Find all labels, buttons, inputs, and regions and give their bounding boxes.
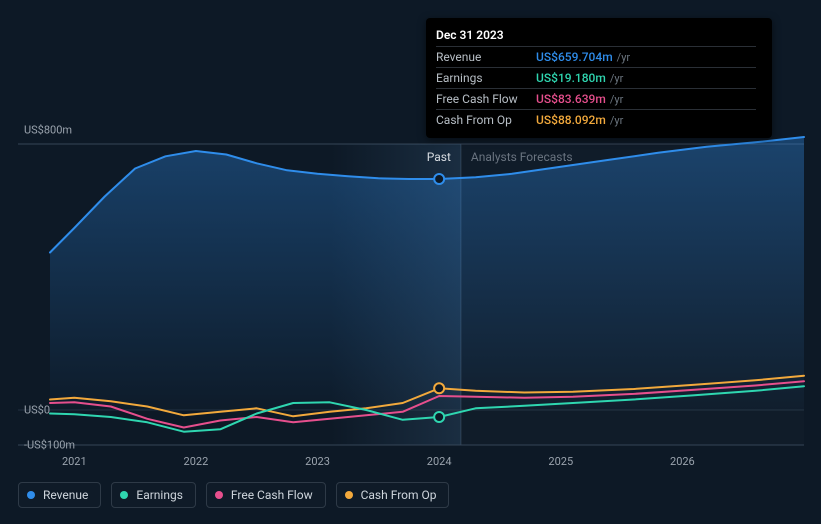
tooltip-unit: /yr [610, 114, 623, 127]
tooltip-unit: /yr [610, 93, 623, 106]
y-axis-label: -US$100m [24, 439, 75, 452]
legend-label: Free Cash Flow [231, 488, 313, 502]
tooltip-row: Free Cash FlowUS$83.639m/yr [436, 88, 756, 109]
tooltip-value: US$83.639m [536, 92, 606, 106]
y-axis-label: US$0 [24, 404, 50, 417]
tooltip-label: Earnings [436, 71, 536, 85]
label-forecast: Analysts Forecasts [471, 150, 573, 164]
tooltip-label: Cash From Op [436, 113, 536, 127]
x-axis-label: 2026 [670, 455, 695, 468]
chart-tooltip: Dec 31 2023 RevenueUS$659.704m/yrEarning… [426, 18, 772, 138]
legend-item-cash-from-op[interactable]: Cash From Op [336, 482, 450, 508]
tooltip-unit: /yr [610, 72, 623, 85]
x-axis-label: 2021 [62, 455, 87, 468]
legend-item-revenue[interactable]: Revenue [18, 482, 101, 508]
tooltip-date: Dec 31 2023 [436, 24, 756, 46]
legend-item-free-cash-flow[interactable]: Free Cash Flow [206, 482, 326, 508]
legend-dot [215, 491, 223, 499]
tooltip-row: EarningsUS$19.180m/yr [436, 67, 756, 88]
legend-label: Earnings [136, 488, 183, 502]
tooltip-row: RevenueUS$659.704m/yr [436, 46, 756, 67]
legend-dot [27, 491, 35, 499]
tooltip-label: Revenue [436, 50, 536, 64]
tooltip-unit: /yr [617, 51, 630, 64]
chart-legend: Revenue Earnings Free Cash Flow Cash From O… [18, 482, 449, 508]
x-axis-label: 2024 [427, 455, 452, 468]
x-axis-label: 2023 [305, 455, 330, 468]
tooltip-value: US$659.704m [536, 50, 613, 64]
y-axis-label: US$800m [24, 124, 72, 137]
tooltip-label: Free Cash Flow [436, 92, 536, 106]
tooltip-row: Cash From OpUS$88.092m/yr [436, 109, 756, 130]
label-past: Past [427, 150, 451, 164]
financials-chart: Dec 31 2023 RevenueUS$659.704m/yrEarning… [0, 0, 821, 524]
legend-label: Cash From Op [361, 488, 437, 502]
tooltip-value: US$88.092m [536, 113, 606, 127]
legend-label: Revenue [43, 488, 88, 502]
legend-item-earnings[interactable]: Earnings [111, 482, 196, 508]
legend-dot [345, 491, 353, 499]
x-axis-label: 2025 [548, 455, 573, 468]
tooltip-value: US$19.180m [536, 71, 606, 85]
x-axis-label: 2022 [184, 455, 209, 468]
legend-dot [120, 491, 128, 499]
